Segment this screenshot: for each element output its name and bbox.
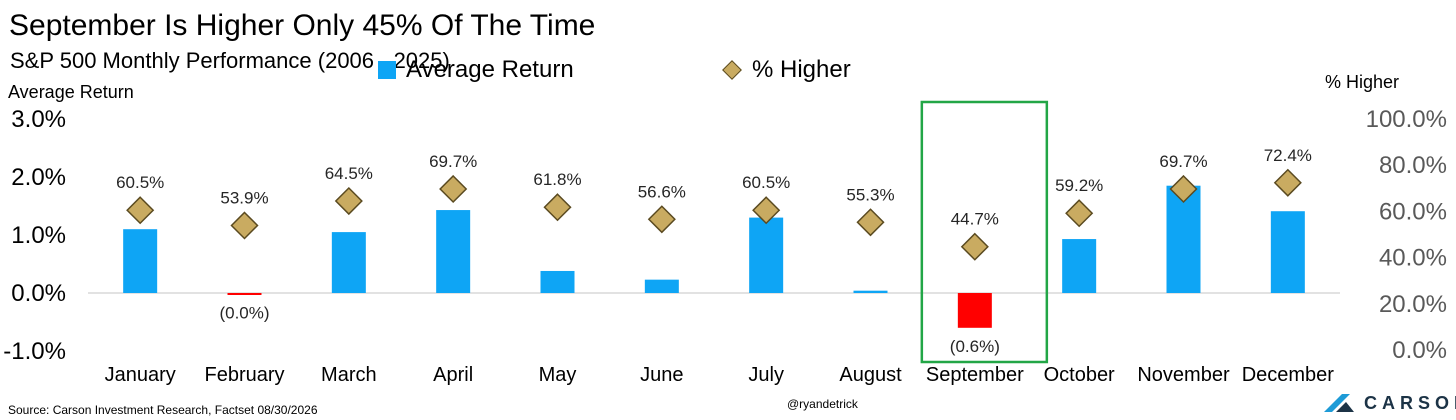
diamond-data-label-february: 53.9% <box>220 188 268 207</box>
carson-logo-text: CARSON <box>1364 392 1456 413</box>
diamond-marker-september <box>960 232 989 261</box>
x-axis-tick-label: June <box>640 364 683 386</box>
bar-january <box>123 229 158 293</box>
left-axis-tick-label: 1.0% <box>11 222 66 249</box>
bar-february <box>227 293 262 295</box>
diamond-data-label-june: 56.6% <box>638 182 686 201</box>
x-axis-tick-label: November <box>1137 364 1230 386</box>
right-axis-tick-label: 60.0% <box>1379 198 1447 225</box>
bar-november <box>1166 185 1201 293</box>
diamond-data-label-september: 44.7% <box>951 210 999 229</box>
diamond-data-label-december: 72.4% <box>1264 146 1312 165</box>
legend-percent-higher-label: % Higher <box>752 56 851 83</box>
diamond-marker-august <box>856 208 885 237</box>
legend-average-return-label: Average Return <box>406 56 574 83</box>
diamond-data-label-january: 60.5% <box>116 173 164 192</box>
left-axis-title: Average Return <box>8 82 134 102</box>
diamond-data-label-may: 61.8% <box>533 170 581 189</box>
bar-data-label-september: (0.6%) <box>950 337 1000 356</box>
diamond-data-label-july: 60.5% <box>742 173 790 192</box>
bar-july <box>749 217 784 293</box>
chart-subtitle: S&P 500 Monthly Performance (2006 - 2025… <box>10 48 450 73</box>
diamond-marker-july <box>752 196 781 225</box>
bar-december <box>1270 211 1305 293</box>
bar-august <box>853 290 888 293</box>
diamond-data-label-march: 64.5% <box>325 164 373 183</box>
diamond-marker-april <box>439 174 468 204</box>
x-axis-tick-label: May <box>539 364 577 386</box>
x-axis-tick-label: January <box>105 364 176 386</box>
x-axis-tick-label: March <box>321 364 377 386</box>
right-axis-tick-label: 20.0% <box>1379 291 1447 318</box>
diamond-marker-june <box>647 205 676 234</box>
x-axis-tick-label: April <box>433 364 473 386</box>
diamond-data-label-april: 69.7% <box>429 152 477 171</box>
bar-september <box>957 293 992 328</box>
chart-title: September Is Higher Only 45% Of The Time <box>9 9 596 42</box>
diamond-marker-february <box>230 211 259 240</box>
bar-march <box>331 232 366 293</box>
right-axis-tick-label: 100.0% <box>1366 106 1447 133</box>
author-handle: @ryandetrick <box>787 397 858 411</box>
bar-june <box>644 279 679 293</box>
right-axis-tick-label: 80.0% <box>1379 152 1447 179</box>
bar-data-label-february: (0.0%) <box>219 304 269 323</box>
bar-april <box>436 210 471 293</box>
september-highlight-box <box>920 100 1049 364</box>
source-note: Source: Carson Investment Research, Fact… <box>8 403 318 417</box>
diamond-marker-october <box>1065 199 1094 228</box>
right-axis-tick-label: 40.0% <box>1379 245 1447 272</box>
left-axis-tick-label: -1.0% <box>3 338 66 365</box>
diamond-data-label-august: 55.3% <box>846 185 894 204</box>
bar-october <box>1062 239 1097 293</box>
x-axis-tick-label: September <box>926 364 1024 386</box>
left-axis-tick-label: 3.0% <box>11 106 66 133</box>
x-axis-tick-label: December <box>1242 364 1335 386</box>
diamond-marker-january <box>126 196 155 225</box>
diamond-marker-march <box>334 186 363 216</box>
carson-logo-icon <box>1324 394 1354 412</box>
diamond-marker-december <box>1273 168 1302 197</box>
left-axis-tick-label: 0.0% <box>11 280 66 307</box>
right-axis-title: % Higher <box>1324 72 1399 92</box>
x-axis-tick-label: August <box>839 364 902 386</box>
right-axis-tick-label: 0.0% <box>1392 337 1447 364</box>
x-axis-tick-label: July <box>748 364 784 386</box>
diamond-data-label-november: 69.7% <box>1159 152 1207 171</box>
diamond-data-label-october: 59.2% <box>1055 176 1103 195</box>
legend-bar-swatch <box>378 61 396 79</box>
diamond-marker-may <box>543 193 572 222</box>
x-axis-tick-label: February <box>204 364 284 386</box>
diamond-marker-november <box>1169 174 1198 204</box>
legend-percent-higher: % Higher <box>722 55 851 85</box>
x-axis-tick-label: October <box>1044 364 1115 386</box>
legend-average-return: Average Return <box>378 55 574 85</box>
carson-logo: CARSON <box>1322 390 1456 416</box>
bar-may <box>540 270 575 293</box>
left-axis-tick-label: 2.0% <box>11 164 66 191</box>
